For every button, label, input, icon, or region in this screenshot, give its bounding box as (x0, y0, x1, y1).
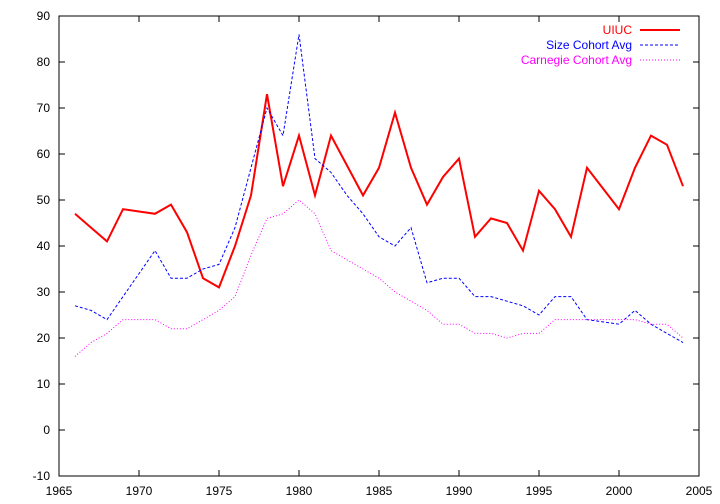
y-tick-label: 30 (37, 285, 51, 299)
series-line-0 (74, 94, 684, 289)
y-tick-label: 40 (37, 239, 51, 253)
axis-ticks: 1965 1970 1975 1980 1985 1990 1995 2000 2005 -10 0… (33, 9, 713, 498)
y-tick-label: 70 (37, 101, 51, 115)
x-tick-label: 1965 (46, 484, 73, 498)
plot-frame (58, 15, 700, 477)
y-tick-label: 80 (37, 55, 51, 69)
legend-label-1: Size Cohort Avg (546, 38, 632, 52)
y-tick-label: 50 (37, 193, 51, 207)
series-lines (74, 34, 684, 357)
y-tick-label: 90 (37, 9, 51, 23)
legend-label-2: Carnegie Cohort Avg (521, 53, 632, 67)
legend-label-0: UIUC (603, 23, 633, 37)
series-line-1 (74, 34, 684, 344)
y-tick-label: 10 (37, 377, 51, 391)
y-tick-label: 60 (37, 147, 51, 161)
x-tick-label: 1970 (126, 484, 153, 498)
x-tick-label: 1985 (366, 484, 393, 498)
x-tick-label: 1975 (206, 484, 233, 498)
x-tick-label: 2005 (686, 484, 713, 498)
x-tick-label: 2000 (606, 484, 633, 498)
y-tick-label: 20 (37, 331, 51, 345)
y-tick-label: -10 (33, 469, 51, 483)
x-tick-label: 1995 (526, 484, 553, 498)
series-line-2 (74, 199, 684, 357)
x-tick-label: 1980 (286, 484, 313, 498)
y-tick-label: 0 (43, 423, 50, 437)
x-tick-label: 1990 (446, 484, 473, 498)
